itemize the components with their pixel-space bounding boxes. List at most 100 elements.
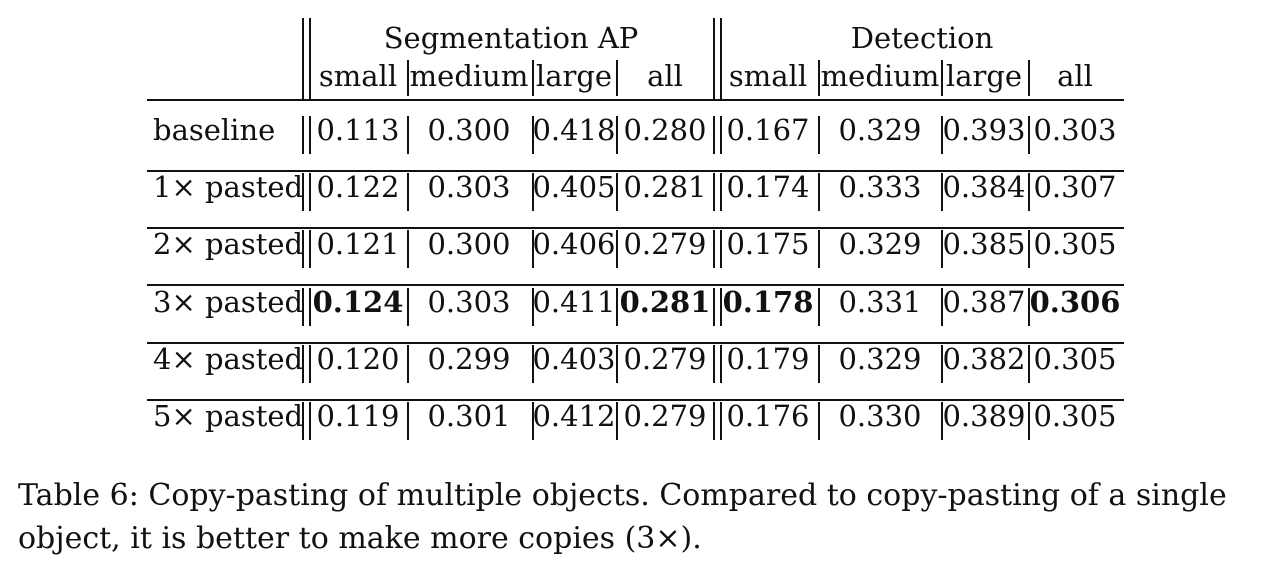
column-rule: [616, 60, 618, 96]
table-cell: 0.333: [838, 170, 922, 204]
row-divider: [147, 170, 1124, 172]
column-header: small: [318, 59, 398, 93]
row-label: 5× pasted: [153, 399, 304, 433]
header-rule: [147, 99, 1124, 102]
group-rule: [720, 230, 722, 268]
table-cell: 0.120: [316, 342, 400, 376]
column-rule: [941, 173, 943, 211]
group-rule: [302, 18, 304, 99]
column-rule: [941, 402, 943, 440]
column-rule: [818, 173, 820, 211]
table-cell: 0.174: [726, 170, 810, 204]
table-cell: 0.279: [623, 227, 707, 261]
column-rule: [407, 288, 409, 326]
column-rule: [616, 345, 618, 383]
table-cell: 0.403: [532, 342, 616, 376]
table-cell: 0.329: [838, 342, 922, 376]
table-cell: 0.280: [623, 113, 707, 147]
group-rule: [713, 230, 715, 268]
table-cell: 0.167: [726, 113, 810, 147]
table-cell: 0.387: [942, 285, 1026, 319]
group-rule: [713, 288, 715, 326]
group-rule: [309, 288, 311, 326]
row-label: baseline: [153, 113, 276, 147]
table-cell: 0.412: [532, 399, 616, 433]
column-header: medium: [409, 59, 529, 93]
table-cell: 0.281: [619, 285, 711, 319]
table-cell: 0.306: [1029, 285, 1121, 319]
group-rule: [713, 18, 715, 99]
group-rule: [720, 288, 722, 326]
table-cell: 0.382: [942, 342, 1026, 376]
column-rule: [818, 345, 820, 383]
group-rule: [720, 18, 722, 99]
table-cell: 0.303: [427, 170, 511, 204]
table-cell: 0.389: [942, 399, 1026, 433]
table-cell: 0.303: [427, 285, 511, 319]
row-divider: [147, 227, 1124, 229]
table-cell: 0.405: [532, 170, 616, 204]
column-header: large: [945, 59, 1023, 93]
column-rule: [1028, 288, 1030, 326]
group-header-detection: Detection: [850, 21, 994, 55]
column-rule: [1028, 230, 1030, 268]
table-cell: 0.411: [532, 285, 616, 319]
column-rule: [1028, 116, 1030, 154]
group-rule: [309, 116, 311, 154]
table-cell: 0.121: [316, 227, 400, 261]
column-rule: [407, 402, 409, 440]
table-cell: 0.385: [942, 227, 1026, 261]
row-label: 4× pasted: [153, 342, 304, 376]
row-divider: [147, 399, 1124, 401]
group-rule: [309, 402, 311, 440]
column-rule: [818, 230, 820, 268]
group-header-segmentation: Segmentation AP: [383, 21, 639, 55]
column-rule: [532, 345, 534, 383]
group-rule: [309, 173, 311, 211]
column-rule: [407, 173, 409, 211]
column-rule: [532, 173, 534, 211]
column-header: medium: [820, 59, 940, 93]
group-rule: [302, 288, 304, 326]
group-rule: [302, 402, 304, 440]
column-rule: [941, 60, 943, 96]
column-rule: [616, 402, 618, 440]
column-header: small: [728, 59, 808, 93]
column-rule: [532, 116, 534, 154]
table-cell: 0.329: [838, 113, 922, 147]
group-rule: [713, 116, 715, 154]
table-cell: 0.113: [316, 113, 400, 147]
row-label: 3× pasted: [153, 285, 304, 319]
column-rule: [818, 288, 820, 326]
row-label: 1× pasted: [153, 170, 304, 204]
column-header: all: [647, 59, 683, 93]
column-rule: [941, 345, 943, 383]
table-cell: 0.124: [312, 285, 404, 319]
table-cell: 0.305: [1033, 399, 1117, 433]
table-cell: 0.279: [623, 342, 707, 376]
row-divider: [147, 284, 1124, 286]
column-rule: [1028, 402, 1030, 440]
group-rule: [720, 116, 722, 154]
column-rule: [1028, 60, 1030, 96]
column-rule: [941, 230, 943, 268]
table-cell: 0.305: [1033, 342, 1117, 376]
table-cell: 0.300: [427, 227, 511, 261]
column-rule: [1028, 345, 1030, 383]
group-rule: [720, 173, 722, 211]
group-rule: [309, 230, 311, 268]
table-cell: 0.331: [838, 285, 922, 319]
column-rule: [407, 60, 409, 96]
column-rule: [532, 60, 534, 96]
column-rule: [818, 60, 820, 96]
column-header: all: [1057, 59, 1093, 93]
table-cell: 0.393: [942, 113, 1026, 147]
table-cell: 0.307: [1033, 170, 1117, 204]
group-rule: [309, 18, 311, 99]
column-rule: [1028, 173, 1030, 211]
table-cell: 0.303: [1033, 113, 1117, 147]
column-rule: [941, 288, 943, 326]
group-rule: [302, 116, 304, 154]
column-rule: [818, 116, 820, 154]
